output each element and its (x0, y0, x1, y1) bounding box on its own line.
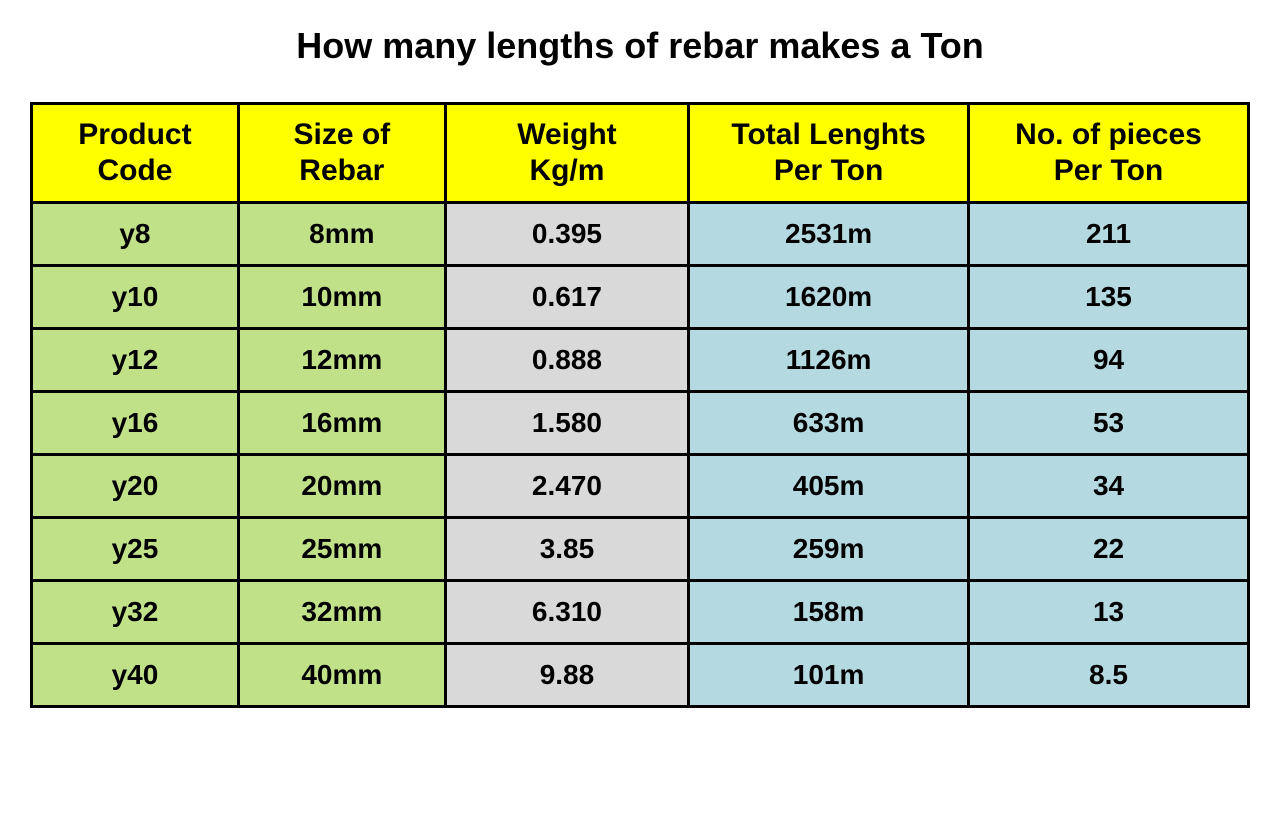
cell-size: 20mm (238, 455, 445, 518)
cell-weight: 0.395 (445, 203, 688, 266)
cell-length: 101m (689, 644, 969, 707)
page-title: How many lengths of rebar makes a Ton (30, 25, 1250, 67)
table-row: y2525mm3.85259m22 (32, 518, 1249, 581)
cell-size: 40mm (238, 644, 445, 707)
header-line1: Size of (293, 118, 390, 151)
header-line1: No. of pieces (1015, 118, 1202, 151)
cell-pieces: 211 (969, 203, 1249, 266)
cell-length: 1126m (689, 329, 969, 392)
cell-size: 16mm (238, 392, 445, 455)
cell-length: 2531m (689, 203, 969, 266)
cell-pieces: 53 (969, 392, 1249, 455)
cell-weight: 0.888 (445, 329, 688, 392)
cell-product-code: y20 (32, 455, 239, 518)
cell-product-code: y25 (32, 518, 239, 581)
cell-product-code: y8 (32, 203, 239, 266)
cell-weight: 9.88 (445, 644, 688, 707)
cell-product-code: y12 (32, 329, 239, 392)
cell-pieces: 22 (969, 518, 1249, 581)
header-total-lengths: Total Lenghts Per Ton (689, 104, 969, 203)
header-line2: Kg/m (529, 154, 604, 187)
table-row: y88mm0.3952531m211 (32, 203, 1249, 266)
cell-product-code: y32 (32, 581, 239, 644)
cell-product-code: y10 (32, 266, 239, 329)
cell-size: 10mm (238, 266, 445, 329)
header-pieces: No. of pieces Per Ton (969, 104, 1249, 203)
header-line2: Rebar (299, 154, 384, 187)
cell-length: 158m (689, 581, 969, 644)
cell-pieces: 135 (969, 266, 1249, 329)
header-line2: Code (97, 154, 172, 187)
cell-weight: 2.470 (445, 455, 688, 518)
cell-weight: 0.617 (445, 266, 688, 329)
table-row: y4040mm9.88101m8.5 (32, 644, 1249, 707)
cell-size: 12mm (238, 329, 445, 392)
table-row: y2020mm2.470405m34 (32, 455, 1249, 518)
cell-weight: 1.580 (445, 392, 688, 455)
cell-pieces: 8.5 (969, 644, 1249, 707)
cell-pieces: 94 (969, 329, 1249, 392)
rebar-table: Product Code Size of Rebar Weight Kg/m T… (30, 102, 1250, 708)
header-line1: Weight (517, 118, 616, 151)
header-line1: Total Lenghts (731, 118, 925, 151)
cell-product-code: y16 (32, 392, 239, 455)
cell-length: 633m (689, 392, 969, 455)
cell-length: 259m (689, 518, 969, 581)
table-row: y3232mm6.310158m13 (32, 581, 1249, 644)
header-line1: Product (78, 118, 191, 151)
cell-length: 1620m (689, 266, 969, 329)
cell-pieces: 13 (969, 581, 1249, 644)
cell-product-code: y40 (32, 644, 239, 707)
cell-size: 32mm (238, 581, 445, 644)
cell-weight: 3.85 (445, 518, 688, 581)
cell-length: 405m (689, 455, 969, 518)
header-line2: Per Ton (1054, 154, 1163, 187)
table-header-row: Product Code Size of Rebar Weight Kg/m T… (32, 104, 1249, 203)
cell-size: 8mm (238, 203, 445, 266)
rebar-table-container: Product Code Size of Rebar Weight Kg/m T… (30, 102, 1250, 708)
table-row: y1212mm0.8881126m94 (32, 329, 1249, 392)
header-line2: Per Ton (774, 154, 883, 187)
header-product-code: Product Code (32, 104, 239, 203)
cell-weight: 6.310 (445, 581, 688, 644)
cell-size: 25mm (238, 518, 445, 581)
table-row: y1010mm0.6171620m135 (32, 266, 1249, 329)
header-weight: Weight Kg/m (445, 104, 688, 203)
header-size: Size of Rebar (238, 104, 445, 203)
table-row: y1616mm1.580633m53 (32, 392, 1249, 455)
cell-pieces: 34 (969, 455, 1249, 518)
